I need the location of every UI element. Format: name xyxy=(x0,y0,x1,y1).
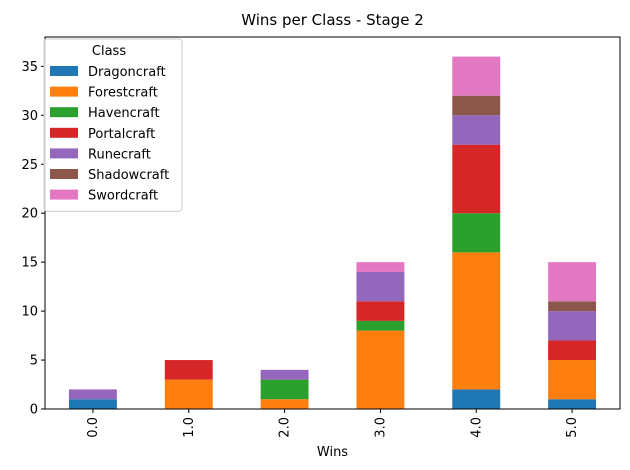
legend: Class Dragoncraft Forestcraft Havencraft Por… xyxy=(43,38,183,212)
bar-segment-runecraft-4.0 xyxy=(452,115,501,145)
bar-segment-runecraft-2.0 xyxy=(260,369,309,380)
bar-segment-runecraft-3.0 xyxy=(356,271,405,302)
bar-segment-forestcraft-3.0 xyxy=(356,330,405,409)
x-tick-label: 3.0 xyxy=(373,417,388,438)
legend-swatch-shadowcraft xyxy=(50,169,78,179)
x-tick-label: 0.0 xyxy=(86,417,101,438)
x-axis: 0.0 1.0 2.0 3.0 4.0 5.0 xyxy=(86,409,580,438)
x-tick-label: 2.0 xyxy=(278,417,293,438)
bar-segment-havencraft-3.0 xyxy=(356,320,405,331)
y-tick-label: 30 xyxy=(21,109,38,124)
plot-frame xyxy=(44,36,621,410)
bar-segment-forestcraft-2.0 xyxy=(260,399,309,409)
bar-segment-forestcraft-1.0 xyxy=(164,379,213,409)
bar-segment-shadowcraft-5.0 xyxy=(548,301,597,312)
bar-segment-runecraft-5.0 xyxy=(548,311,597,341)
legend-label-swordcraft: Swordcraft xyxy=(88,189,158,204)
y-tick-label: 20 xyxy=(21,207,38,222)
legend-label-dragoncraft: Dragoncraft xyxy=(88,65,166,80)
x-tick-label: 1.0 xyxy=(182,417,197,438)
legend-swatch-runecraft xyxy=(50,148,78,159)
x-tick-label: 4.0 xyxy=(469,417,484,438)
legend-swatch-dragoncraft xyxy=(50,66,78,76)
bar-segment-havencraft-2.0 xyxy=(260,379,309,400)
bar-segment-dragoncraft-5.0 xyxy=(548,399,597,409)
bar-segment-swordcraft-5.0 xyxy=(548,262,597,302)
y-tick-label: 25 xyxy=(21,158,38,173)
y-tick-label: 35 xyxy=(21,60,38,75)
x-tick-label: 5.0 xyxy=(565,417,580,438)
bars-group xyxy=(68,56,597,409)
legend-label-forestcraft: Forestcraft xyxy=(88,86,158,101)
legend-swatch-swordcraft xyxy=(50,189,78,200)
bar-segment-dragoncraft-0.0 xyxy=(68,399,117,409)
bar-segment-forestcraft-5.0 xyxy=(548,360,597,400)
bar-segment-portalcraft-3.0 xyxy=(356,301,405,321)
chart-title: Wins per Class - Stage 2 xyxy=(241,11,424,29)
y-tick-label: 5 xyxy=(30,354,38,369)
legend-box xyxy=(43,38,183,212)
legend-swatch-portalcraft xyxy=(50,127,78,138)
y-tick-label: 0 xyxy=(30,403,38,418)
bar-segment-runecraft-0.0 xyxy=(68,389,117,400)
bar-segment-portalcraft-1.0 xyxy=(164,360,213,380)
legend-label-havencraft: Havencraft xyxy=(88,106,160,121)
bar-segment-swordcraft-3.0 xyxy=(356,262,405,272)
x-axis-label: Wins xyxy=(317,445,348,460)
legend-title: Class xyxy=(92,44,126,59)
bar-segment-havencraft-4.0 xyxy=(452,213,501,253)
bar-segment-portalcraft-4.0 xyxy=(452,144,501,214)
bar-segment-forestcraft-4.0 xyxy=(452,252,501,390)
y-tick-label: 15 xyxy=(21,256,38,271)
legend-label-portalcraft: Portalcraft xyxy=(88,127,155,142)
legend-label-runecraft: Runecraft xyxy=(88,147,151,162)
bar-segment-dragoncraft-4.0 xyxy=(452,389,501,409)
legend-swatch-havencraft xyxy=(50,107,78,118)
bar-segment-shadowcraft-4.0 xyxy=(452,95,501,116)
legend-swatch-forestcraft xyxy=(50,86,78,97)
legend-label-shadowcraft: Shadowcraft xyxy=(88,168,169,183)
y-tick-label: 10 xyxy=(21,305,38,320)
bar-segment-portalcraft-5.0 xyxy=(548,340,597,361)
y-axis: 0 5 10 15 20 25 30 35 xyxy=(21,60,45,418)
bar-segment-swordcraft-4.0 xyxy=(452,56,501,96)
